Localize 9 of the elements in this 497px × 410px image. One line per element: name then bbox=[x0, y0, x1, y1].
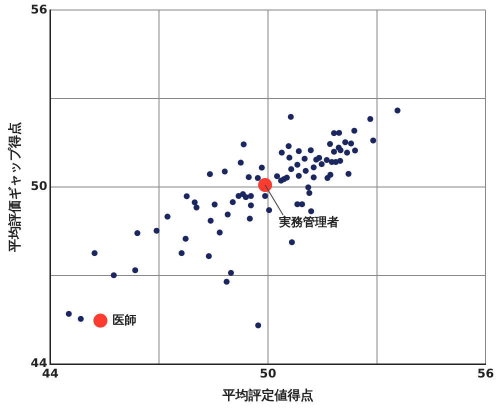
x-tick-label: 50 bbox=[260, 366, 276, 380]
y-tick-label: 50 bbox=[30, 179, 48, 194]
x-axis-title: 平均評定値得点 bbox=[221, 388, 314, 404]
y-tick-label: 56 bbox=[30, 2, 48, 16]
annotation: 医師 bbox=[112, 312, 136, 327]
annotation: 実務管理者 bbox=[278, 215, 340, 230]
y-axis-title: 平均評価ギャップ得点 bbox=[7, 122, 24, 254]
x-tick-label: 56 bbox=[477, 366, 494, 380]
x-tick-label: 44 bbox=[42, 366, 59, 380]
